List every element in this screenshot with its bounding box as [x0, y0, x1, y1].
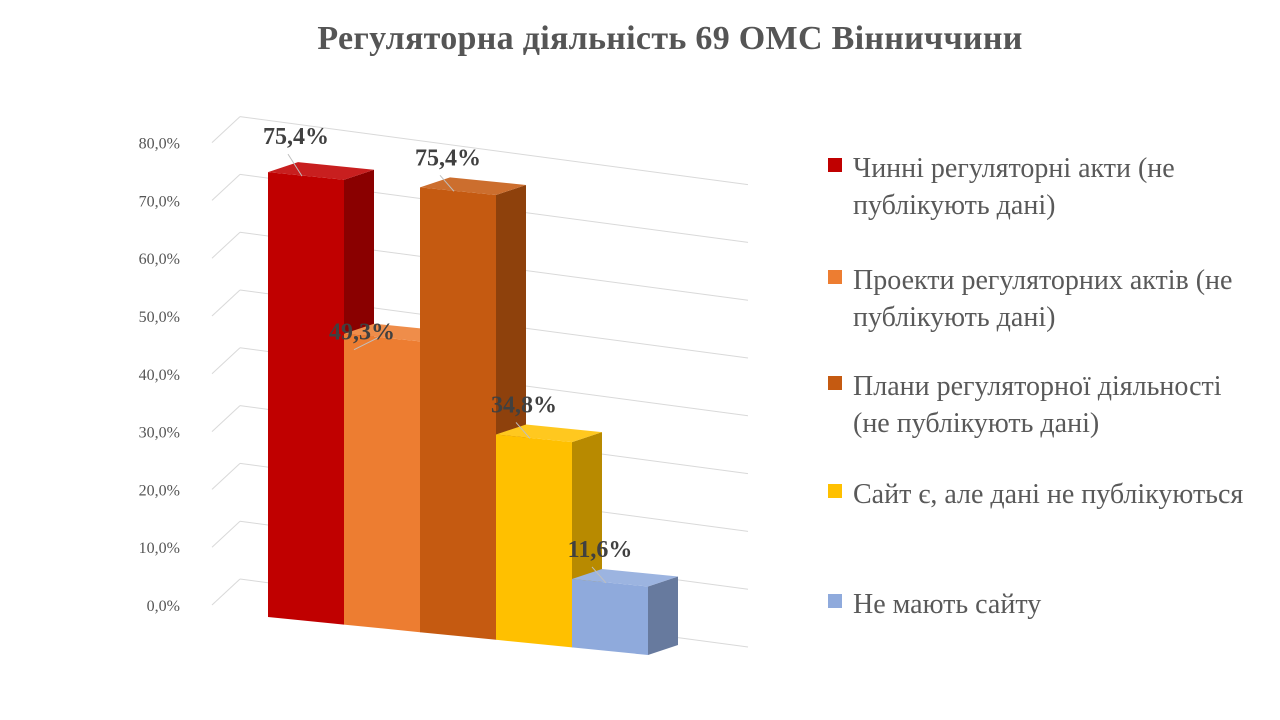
legend-label-0: Чинні регуляторні акти (не публікують да… — [853, 153, 1175, 221]
y-tick-label-5: 50,0% — [139, 309, 180, 326]
legend-swatch-4 — [828, 594, 842, 608]
y-tick-label-4: 40,0% — [139, 367, 180, 384]
bar-front-2 — [420, 187, 496, 640]
leader-line-2 — [439, 175, 455, 192]
data-label-0: 75,4% — [263, 124, 329, 150]
gridline-side-7 — [211, 174, 241, 201]
y-tick-label-0: 0,0% — [147, 598, 180, 615]
data-label-1: 49,3% — [329, 320, 395, 346]
gridline-8 — [239, 116, 749, 186]
chart-title: Регуляторна діяльність 69 ОМС Вінниччини — [317, 20, 1023, 57]
bar-top-4 — [572, 568, 678, 587]
legend-swatch-2 — [828, 376, 842, 390]
y-tick-label-7: 70,0% — [139, 193, 180, 210]
gridline-side-2 — [211, 463, 241, 490]
y-tick-label-3: 30,0% — [139, 425, 180, 442]
gridline-side-6 — [211, 231, 241, 259]
leader-line-4 — [591, 566, 607, 584]
gridline-side-8 — [211, 116, 241, 143]
bar-top-2 — [420, 177, 526, 195]
data-label-2: 75,4% — [415, 145, 481, 171]
legend-label-3: Сайт є, але дані не публікуються — [853, 479, 1244, 510]
y-tick-label-1: 10,0% — [139, 540, 180, 557]
bar-front-1 — [344, 333, 420, 633]
y-tick-label-6: 60,0% — [139, 251, 180, 268]
bar-front-4 — [572, 578, 648, 655]
y-tick-label-8: 80,0% — [139, 136, 180, 153]
leader-line-1 — [353, 337, 379, 351]
legend-swatch-3 — [828, 484, 842, 498]
leader-line-3 — [515, 422, 531, 439]
data-label-3: 34,8% — [491, 392, 557, 418]
legend-swatch-1 — [828, 270, 842, 284]
bar-top-0 — [268, 162, 374, 180]
gridline-side-1 — [211, 520, 241, 548]
legend-swatch-0 — [828, 158, 842, 172]
gridline-side-3 — [211, 405, 241, 432]
bar-side-4 — [648, 576, 678, 655]
y-tick-label-2: 20,0% — [139, 482, 180, 499]
legend-label-4: Не мають сайту — [853, 589, 1042, 620]
legend-label-1: Проекти регуляторних актів (не публікуют… — [853, 265, 1233, 333]
data-label-4: 11,6% — [568, 537, 633, 563]
bar-front-3 — [496, 434, 572, 648]
legend-label-2: Плани регуляторної діяльності (не публік… — [853, 371, 1222, 439]
bar-front-0 — [268, 172, 344, 625]
gridline-side-5 — [211, 289, 241, 317]
gridline-side-0 — [211, 578, 241, 606]
bar-top-3 — [496, 424, 602, 443]
gridline-side-4 — [211, 347, 241, 375]
leader-line-0 — [287, 153, 303, 177]
